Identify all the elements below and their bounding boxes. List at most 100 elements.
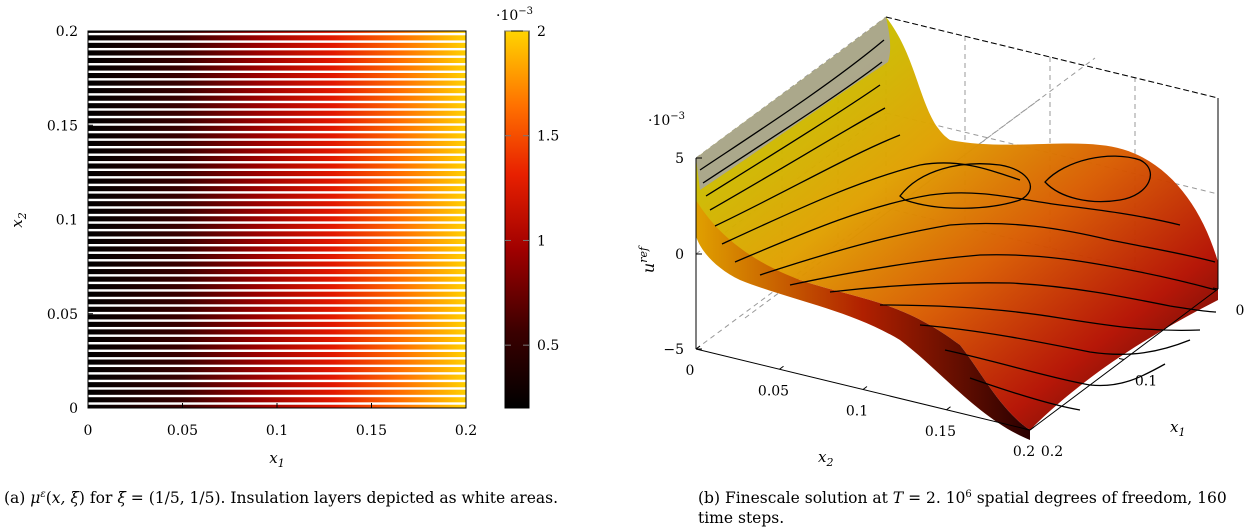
insulation-layer <box>88 379 466 383</box>
insulation-layer <box>88 130 466 134</box>
insulation-layer <box>88 319 466 322</box>
x1-tick-label: 0 <box>1236 303 1245 319</box>
surface-x2-label: x2 <box>818 448 833 469</box>
x1-tick <box>1212 287 1219 290</box>
insulation-layer <box>88 236 466 239</box>
colorbar-scale <box>504 30 530 409</box>
x1-tick-label: 0.1 <box>1135 374 1157 390</box>
x2-tick <box>779 365 784 370</box>
insulation-layer <box>88 213 466 217</box>
x-tick-label: 0.2 <box>455 423 477 439</box>
insulation-layer <box>88 63 466 66</box>
insulation-layer <box>88 228 466 232</box>
insulation-layer <box>88 206 466 209</box>
colorbar-tick-label: 0.5 <box>537 338 559 354</box>
insulation-layer <box>88 145 466 149</box>
x2-tick <box>695 345 701 350</box>
insulation-layer <box>88 394 466 398</box>
surface-zscale-label: ·10−3 <box>648 111 685 129</box>
z-tick-label: 5 <box>675 151 684 167</box>
insulation-layer <box>88 123 466 126</box>
insulation-layer <box>88 78 466 81</box>
insulation-layer <box>88 93 466 96</box>
y-tick-label: 0.15 <box>47 118 78 134</box>
insulation-layer <box>88 108 466 111</box>
insulation-layer <box>88 311 466 315</box>
x2-tick <box>1029 426 1035 431</box>
insulation-layer <box>88 259 466 262</box>
insulation-layers <box>88 32 466 405</box>
x2-tick-label: 0.05 <box>758 383 789 399</box>
z-tick-label: −5 <box>663 342 684 358</box>
x-tick-label: 0.1 <box>266 423 288 439</box>
x1-tick <box>1024 428 1031 431</box>
insulation-layer <box>88 326 466 330</box>
insulation-layer <box>88 176 466 179</box>
insulation-layer <box>88 357 466 360</box>
insulation-layer <box>88 349 466 352</box>
colorbar-tick-label: 2 <box>537 24 546 40</box>
y-tick-label: 0.1 <box>56 213 78 229</box>
insulation-layer <box>88 289 466 292</box>
insulation-layer <box>88 40 466 43</box>
x2-tick-label: 0.15 <box>925 424 956 440</box>
colorbar-tick-label: 1.5 <box>537 129 559 145</box>
insulation-layer <box>88 296 466 300</box>
insulation-layer <box>88 387 466 390</box>
surface-x1-label: x1 <box>1170 418 1185 439</box>
insulation-layer <box>88 274 466 277</box>
insulation-layer <box>88 342 466 345</box>
insulation-layer <box>88 244 466 247</box>
y-tick-label: 0 <box>69 401 78 417</box>
surface-zlabel: uref <box>637 245 658 273</box>
insulation-layer <box>88 334 466 337</box>
x2-tick-label: 0 <box>686 363 695 379</box>
insulation-layer <box>88 70 466 73</box>
heatmap-xlabel: x1 <box>269 449 284 470</box>
insulation-layer <box>88 183 466 187</box>
insulation-layer <box>88 281 466 285</box>
x2-tick <box>862 386 868 390</box>
colorbar-tick-label: 1 <box>537 233 546 249</box>
insulation-layer <box>88 47 466 51</box>
insulation-layer <box>88 100 466 104</box>
colorbar: 0.5 1 1.5 2 ·10−3 <box>496 6 559 409</box>
y-tick-label: 0.05 <box>47 307 78 323</box>
insulation-layer <box>88 138 466 141</box>
surface-contours <box>699 39 1217 411</box>
insulation-layer <box>88 153 466 156</box>
heatmap-ylabel: x2 <box>8 212 29 227</box>
colorbar-ticks: 0.5 1 1.5 2 <box>505 24 559 354</box>
insulation-layer <box>88 221 466 224</box>
x-tick-label: 0.05 <box>167 423 198 439</box>
surface-front-edge <box>696 200 1030 440</box>
insulation-layer <box>88 161 466 164</box>
y-tick-label: 0.2 <box>56 24 78 40</box>
x-tick-label: 0.15 <box>356 423 387 439</box>
caption-a: (a) με(x, ξ) for ξ = (1/5, 1/5). Insulat… <box>4 489 558 508</box>
insulation-layer <box>88 191 466 194</box>
heatmap-panel: 0 0.05 0.1 0.15 0.2 0 0.05 0.1 0.15 0.2 x1 x2 <box>8 24 477 470</box>
x1-tick <box>1118 358 1125 360</box>
x-tick-label: 0 <box>84 423 93 439</box>
colorbar-scale-label: ·10−3 <box>496 6 533 24</box>
z-tick-label: 0 <box>675 247 684 263</box>
x1-tick-label: 0.2 <box>1041 444 1063 460</box>
insulation-layer <box>88 251 466 254</box>
insulation-layer <box>88 364 466 368</box>
insulation-layer <box>88 304 466 307</box>
insulation-layer <box>88 198 466 202</box>
insulation-layer <box>88 372 466 375</box>
heatmap-axes: 0 0.05 0.1 0.15 0.2 0 0.05 0.1 0.15 0.2 <box>47 24 477 439</box>
insulation-layer <box>88 85 466 89</box>
insulation-layer <box>88 32 466 36</box>
x2-tick-label: 0.1 <box>846 404 868 420</box>
x2-tick <box>946 406 951 411</box>
insulation-layer <box>88 55 466 58</box>
x2-tick-label: 0.2 <box>1013 444 1035 460</box>
caption-b: (b) Finescale solution at T = 2. 106 spa… <box>698 489 1227 528</box>
insulation-layer <box>88 168 466 172</box>
insulation-layer <box>88 115 466 119</box>
